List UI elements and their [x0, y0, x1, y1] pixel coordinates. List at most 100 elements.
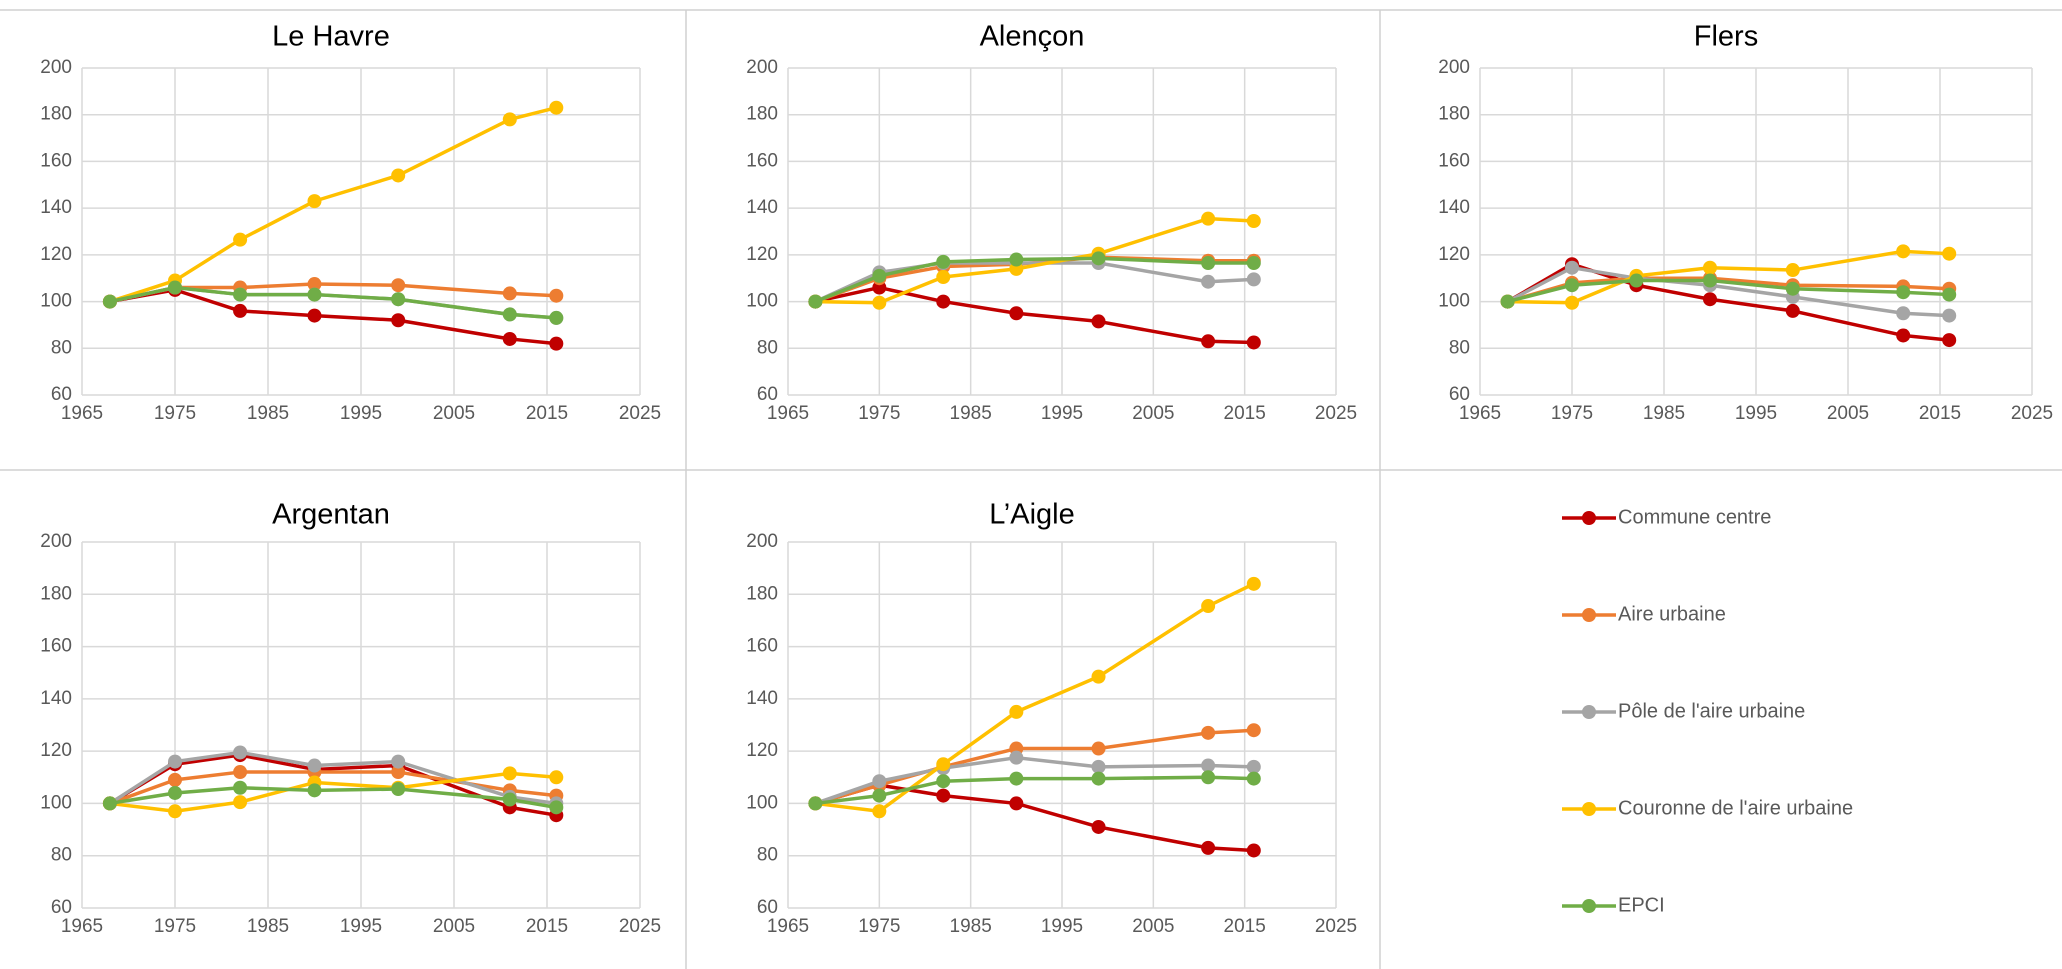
- data-point: [1246, 771, 1261, 786]
- x-tick-label: 2005: [433, 916, 475, 937]
- y-tick-label: 100: [746, 291, 778, 312]
- series-couronne-de-l-aire-urbaine: [102, 100, 564, 309]
- legend-label: Aire urbaine: [1618, 603, 1726, 625]
- x-tick-label: 2005: [1132, 403, 1174, 424]
- legend-entry-pole-de-l-aire-urbaine: Pôle de l'aire urbaine: [1562, 700, 1805, 722]
- y-tick-label: 160: [1438, 150, 1470, 171]
- y-tick-label: 80: [51, 337, 72, 358]
- data-point: [1201, 211, 1216, 226]
- data-point: [1009, 306, 1024, 321]
- legend-entry-epci: EPCI: [1562, 894, 1665, 916]
- chart-title: Flers: [1694, 21, 1758, 53]
- data-point: [1201, 758, 1216, 773]
- y-tick-label: 140: [1438, 197, 1470, 218]
- legend-entry-commune-centre: Commune centre: [1562, 506, 1771, 528]
- y-tick-label: 120: [746, 740, 778, 761]
- legend: Commune centre Aire urbaine Pôle de l'aire…: [1562, 506, 1853, 916]
- legend-label: Couronne de l'aire urbaine: [1618, 797, 1853, 819]
- chart-flers: Flers 60 80 100 120 140 160 180 200 1965 1975 1985 1…: [1438, 21, 2053, 424]
- data-point: [307, 277, 322, 292]
- y-tick-label: 80: [51, 845, 72, 866]
- data-point: [1942, 308, 1957, 323]
- data-point: [233, 232, 248, 247]
- data-point: [1896, 244, 1911, 259]
- y-tick-label: 200: [1438, 57, 1470, 78]
- series-epci: [102, 280, 564, 325]
- data-point: [549, 800, 564, 815]
- y-tick-label: 100: [40, 291, 72, 312]
- series-epci: [808, 251, 1261, 309]
- data-point: [233, 745, 248, 760]
- data-point: [168, 772, 182, 787]
- x-tick-label: 1975: [1551, 403, 1593, 424]
- data-point: [1565, 278, 1579, 293]
- data-point: [808, 294, 823, 309]
- data-point: [502, 286, 517, 301]
- chart-le-havre: Le Havre 60 80 100 120 140 160 180 200 1965 1975 19…: [40, 21, 661, 424]
- x-tick-label: 1985: [1643, 403, 1685, 424]
- data-point: [936, 788, 951, 803]
- data-point: [391, 782, 406, 797]
- y-tick-label: 140: [40, 197, 72, 218]
- data-point: [1896, 328, 1911, 343]
- data-point: [1201, 840, 1216, 855]
- data-point: [1009, 704, 1024, 719]
- data-point: [233, 765, 248, 780]
- x-tick-label: 1965: [61, 403, 103, 424]
- data-point: [1246, 576, 1261, 591]
- data-point: [1009, 771, 1024, 786]
- chart-argentan: Argentan 60 80 100 120 140 160 180 200 1965 1975 19…: [40, 499, 661, 937]
- data-point: [1091, 669, 1106, 684]
- chart-l-aigle: L’Aigle 60 80 100 120 140 160 180 200 1965 1975 198…: [746, 499, 1357, 937]
- chart-title: Le Havre: [272, 21, 390, 53]
- x-tick-label: 1975: [858, 916, 900, 937]
- data-point: [307, 287, 322, 302]
- data-point: [233, 780, 248, 795]
- data-point: [1703, 292, 1717, 307]
- data-point: [102, 294, 117, 309]
- x-tick-label: 1975: [858, 403, 900, 424]
- data-point: [391, 292, 406, 307]
- data-point: [1091, 759, 1106, 774]
- data-point: [549, 100, 564, 115]
- x-tick-label: 2005: [1827, 403, 1869, 424]
- x-tick-label: 2025: [2011, 403, 2053, 424]
- data-point: [1565, 260, 1579, 275]
- x-tick-label: 2005: [433, 403, 475, 424]
- x-tick-label: 2015: [1224, 403, 1266, 424]
- y-tick-label: 140: [746, 197, 778, 218]
- x-tick-label: 1985: [950, 403, 992, 424]
- x-tick-label: 1985: [247, 916, 289, 937]
- series-pole-de-l-aire-urbaine: [808, 750, 1261, 811]
- data-point: [808, 796, 823, 811]
- chart-panels: Le Havre 60 80 100 120 140 160 180 200 1965 1975 19…: [0, 9, 2062, 969]
- y-tick-label: 80: [757, 337, 778, 358]
- data-point: [1091, 741, 1106, 756]
- y-tick-label: 60: [51, 897, 72, 918]
- y-tick-label: 80: [1449, 337, 1470, 358]
- y-tick-label: 160: [40, 636, 72, 657]
- y-tick-label: 100: [746, 792, 778, 813]
- data-point: [549, 770, 564, 785]
- data-point: [1201, 334, 1216, 349]
- data-point: [1009, 252, 1024, 267]
- x-tick-label: 1995: [340, 916, 382, 937]
- data-point: [1246, 335, 1261, 350]
- data-point: [1009, 750, 1024, 765]
- data-point: [502, 307, 517, 322]
- data-point: [391, 765, 406, 780]
- x-tick-label: 1975: [154, 403, 196, 424]
- data-point: [1942, 333, 1957, 348]
- y-tick-label: 60: [757, 897, 778, 918]
- chart-title: L’Aigle: [989, 499, 1074, 531]
- data-point: [1091, 819, 1106, 834]
- x-tick-label: 1995: [1735, 403, 1777, 424]
- data-point: [1201, 274, 1216, 289]
- y-tick-label: 180: [40, 104, 72, 125]
- data-point: [168, 785, 182, 800]
- data-point: [102, 796, 117, 811]
- legend-label: Commune centre: [1618, 506, 1771, 528]
- series-line: [109, 106, 557, 304]
- chart-alencon: Alençon 60 80 100 120 140 160 180 200 1965 1975 198…: [746, 21, 1357, 424]
